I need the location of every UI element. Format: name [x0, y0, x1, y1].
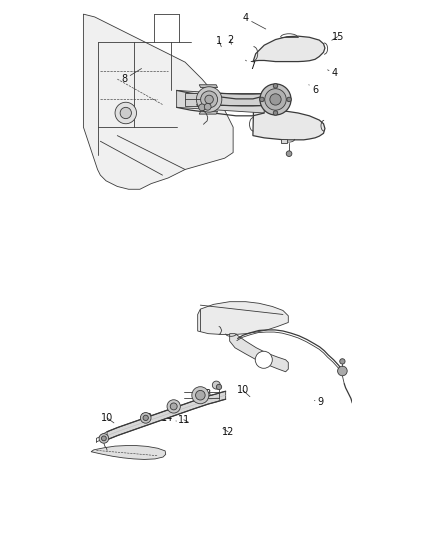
- Circle shape: [270, 94, 281, 105]
- Text: 6: 6: [309, 85, 318, 95]
- Text: 8: 8: [204, 389, 213, 399]
- Circle shape: [143, 415, 148, 421]
- Polygon shape: [199, 111, 218, 114]
- Text: 15: 15: [332, 32, 344, 42]
- Circle shape: [201, 91, 218, 108]
- Polygon shape: [230, 334, 288, 372]
- Circle shape: [273, 84, 278, 88]
- Polygon shape: [199, 85, 218, 87]
- Polygon shape: [185, 93, 204, 106]
- Text: 12: 12: [222, 427, 234, 437]
- Circle shape: [196, 87, 222, 112]
- Circle shape: [199, 104, 205, 111]
- Circle shape: [192, 387, 209, 404]
- Text: 9: 9: [314, 398, 324, 407]
- Circle shape: [212, 381, 220, 389]
- Text: 14: 14: [161, 414, 177, 423]
- Text: 7: 7: [246, 60, 255, 70]
- Polygon shape: [253, 36, 325, 62]
- Polygon shape: [177, 91, 264, 113]
- Circle shape: [265, 88, 286, 110]
- Circle shape: [205, 95, 213, 104]
- Circle shape: [286, 151, 292, 157]
- Circle shape: [195, 390, 205, 400]
- Circle shape: [204, 103, 211, 110]
- Circle shape: [287, 97, 291, 102]
- Circle shape: [102, 436, 106, 441]
- Circle shape: [255, 351, 272, 368]
- Text: 11: 11: [178, 415, 190, 425]
- Text: 10: 10: [237, 385, 250, 397]
- Text: 10: 10: [101, 413, 114, 423]
- Text: 13: 13: [141, 413, 153, 423]
- Circle shape: [273, 111, 278, 115]
- Circle shape: [120, 107, 131, 119]
- Circle shape: [170, 403, 177, 410]
- Circle shape: [338, 366, 347, 376]
- Circle shape: [167, 400, 180, 413]
- Text: 8: 8: [121, 69, 141, 84]
- Polygon shape: [107, 391, 226, 440]
- Circle shape: [260, 97, 264, 102]
- Text: 2: 2: [227, 35, 233, 45]
- Polygon shape: [198, 302, 288, 335]
- Text: 4: 4: [243, 13, 266, 29]
- Circle shape: [340, 359, 345, 364]
- Circle shape: [99, 434, 109, 443]
- Polygon shape: [219, 93, 267, 105]
- Polygon shape: [83, 14, 233, 189]
- Circle shape: [260, 84, 291, 115]
- Circle shape: [115, 102, 137, 124]
- Polygon shape: [281, 139, 287, 143]
- Text: 1: 1: [216, 36, 222, 47]
- Polygon shape: [253, 111, 325, 140]
- Circle shape: [141, 413, 151, 423]
- Polygon shape: [91, 446, 166, 459]
- Text: 4: 4: [328, 68, 338, 78]
- Circle shape: [216, 384, 222, 390]
